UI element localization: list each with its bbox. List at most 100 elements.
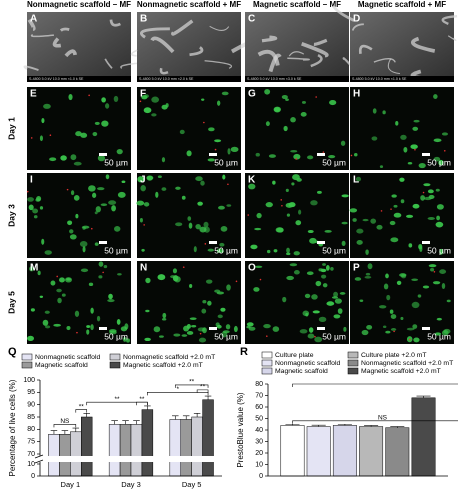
cell (423, 196, 432, 201)
cell (117, 191, 126, 198)
cell (364, 275, 372, 279)
cell (443, 328, 451, 334)
cell (315, 280, 322, 287)
cell (293, 153, 301, 160)
cell (197, 201, 203, 206)
cell (155, 191, 159, 198)
cell (286, 252, 291, 256)
cell (337, 308, 343, 314)
y-tick-label: 60 (255, 404, 263, 411)
cell (272, 326, 280, 332)
cell (427, 217, 435, 220)
sem-fiber (159, 67, 169, 75)
cell (255, 152, 260, 157)
cell (311, 294, 318, 300)
bar (48, 434, 60, 477)
cell (98, 261, 104, 267)
cell (214, 139, 222, 143)
cell (382, 325, 387, 329)
cell (446, 299, 451, 303)
cell (143, 107, 152, 114)
panel-letter: N (140, 263, 147, 274)
sem-fiber (64, 49, 77, 58)
cell (439, 269, 447, 274)
panel-letter: Q (8, 346, 17, 358)
y-tick-label: 0 (259, 473, 263, 480)
cell (341, 240, 346, 247)
cell (33, 215, 38, 219)
cell (285, 202, 294, 208)
legend-swatch (261, 359, 273, 367)
cell (172, 268, 177, 274)
scale-bar (209, 153, 217, 156)
cell (208, 127, 215, 132)
cell (418, 162, 426, 169)
row-label: Day 1 (6, 117, 16, 140)
cell (157, 274, 166, 281)
cell (179, 129, 185, 135)
cell (161, 187, 167, 191)
significance-bracket (53, 424, 77, 428)
legend-label: Nonmagnetic scaffold (35, 354, 100, 361)
dead-cell (314, 335, 316, 338)
sem-info-bar (137, 76, 241, 82)
y-tick-label: 40 (255, 427, 263, 434)
cell (113, 95, 119, 102)
cell (306, 271, 314, 276)
panel-letter: L (353, 175, 359, 186)
cell (95, 206, 101, 213)
error-bar (72, 427, 80, 432)
dead-cell (380, 210, 383, 212)
cell (222, 174, 226, 180)
y-tick-label: 70 (255, 392, 263, 399)
sem-fiber (59, 27, 70, 32)
column-title: Nonmagnetic scaffold – MF (27, 0, 131, 9)
cell (286, 213, 291, 217)
panel-letter: M (30, 263, 38, 274)
cell (408, 243, 413, 248)
scale-bar (317, 241, 325, 244)
cell (390, 328, 397, 331)
error-bar (144, 405, 151, 410)
cell (435, 221, 444, 228)
cell (376, 224, 383, 230)
cell (97, 187, 105, 191)
panel-letter: E (30, 89, 37, 100)
cell (137, 176, 144, 183)
cell (101, 97, 106, 103)
panel-letter: I (30, 175, 33, 186)
cell (328, 155, 336, 159)
cell (430, 268, 435, 272)
scale-label: 50 µm (427, 157, 451, 167)
cell (333, 291, 339, 298)
cell (114, 225, 121, 232)
cell (412, 126, 419, 131)
scale-bar (422, 153, 430, 156)
sem-info-bar (27, 76, 131, 82)
cell (32, 208, 39, 214)
cell (411, 278, 419, 281)
cell (352, 218, 357, 222)
cell (441, 282, 446, 289)
dead-cell (214, 148, 217, 151)
dead-cell (90, 227, 93, 230)
cell (216, 291, 225, 295)
cell (290, 117, 296, 123)
cell (140, 185, 146, 192)
cell (165, 103, 169, 108)
sem-fiber (109, 19, 121, 27)
cell (219, 242, 225, 247)
legend-label: Magnetic scaffold (275, 368, 328, 375)
cell (339, 292, 346, 295)
cell (37, 270, 41, 276)
y-tick-label: 95 (27, 389, 35, 396)
sem-fiber (301, 41, 329, 58)
cell (144, 337, 151, 342)
cell (330, 267, 334, 271)
cell (189, 284, 193, 289)
cell (399, 177, 405, 182)
cell (94, 242, 99, 246)
cell (108, 293, 113, 300)
cell (329, 100, 337, 106)
cell (73, 161, 82, 166)
